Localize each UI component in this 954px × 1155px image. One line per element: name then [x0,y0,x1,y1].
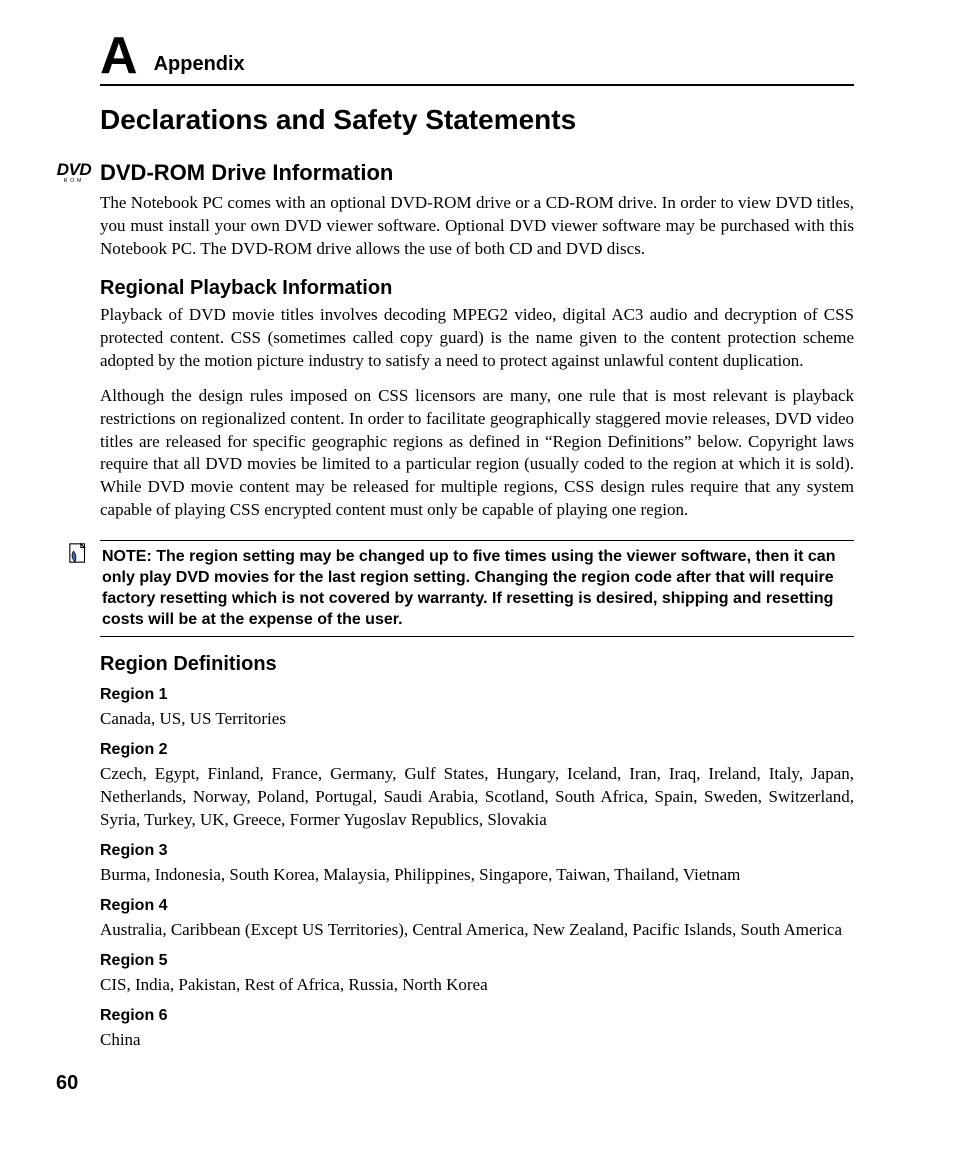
region-title: Region 4 [100,897,854,915]
dvd-rom-heading: DVD-ROM Drive Information [100,160,393,186]
region-title: Region 5 [100,952,854,970]
note-box: NOTE: The region setting may be changed … [100,540,854,637]
appendix-word: Appendix [154,53,245,82]
note-text: NOTE: The region setting may be changed … [102,547,852,630]
region-title: Region 2 [100,741,854,759]
region-definitions-heading: Region Definitions [100,653,854,676]
dvd-rom-paragraph: The Notebook PC comes with an optional D… [100,192,854,261]
region-body: Australia, Caribbean (Except US Territor… [100,919,854,942]
regional-playback-heading: Regional Playback Information [100,277,854,300]
region-body: Canada, US, US Territories [100,708,854,731]
note-icon [68,542,94,569]
page-title: Declarations and Safety Statements [100,104,854,136]
dvd-icon-sub: ROM [54,179,94,184]
region-title: Region 1 [100,686,854,704]
dvd-rom-heading-row: DVD ROM DVD-ROM Drive Information [54,160,854,186]
dvd-rom-icon: DVD ROM [54,162,94,183]
page-number: 60 [56,1072,78,1095]
page: A Appendix Declarations and Safety State… [0,0,954,1155]
region-title: Region 6 [100,1007,854,1025]
region-body: CIS, India, Pakistan, Rest of Africa, Ru… [100,974,854,997]
region-title: Region 3 [100,842,854,860]
appendix-header: A Appendix [100,30,854,86]
region-body: Burma, Indonesia, South Korea, Malaysia,… [100,864,854,887]
note-block: NOTE: The region setting may be changed … [68,540,854,637]
regional-playback-p1: Playback of DVD movie titles involves de… [100,304,854,373]
appendix-letter: A [100,30,138,82]
region-body: China [100,1029,854,1052]
dvd-icon-label: DVD [54,162,94,177]
regional-playback-p2: Although the design rules imposed on CSS… [100,385,854,523]
region-body: Czech, Egypt, Finland, France, Germany, … [100,763,854,832]
